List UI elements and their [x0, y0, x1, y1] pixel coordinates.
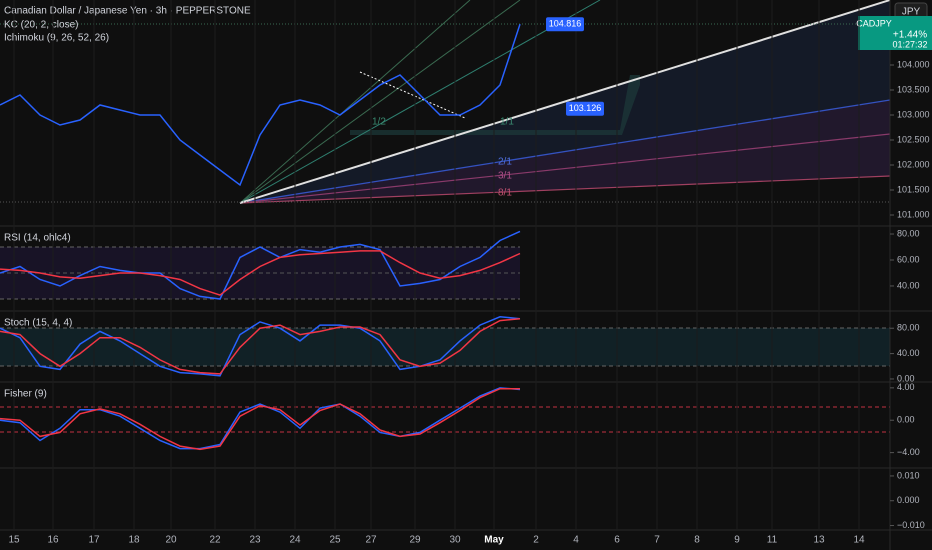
y-tick-label: 0.000 [897, 495, 920, 505]
y-tick-label: 40.00 [897, 280, 920, 290]
y-tick-label: 40.00 [897, 348, 920, 358]
y-tick-label: 103.500 [897, 84, 930, 94]
series-line [0, 316, 521, 377]
y-tick-label: 101.500 [897, 184, 930, 194]
series-line [0, 317, 521, 375]
symbol-tag [858, 16, 932, 50]
price-tag [566, 101, 604, 116]
symbol: CADJPY [856, 18, 892, 28]
pane-title: Fisher (9) [4, 389, 47, 400]
series-line [0, 23, 521, 187]
y-tick-label: 101.000 [897, 209, 930, 219]
time-label: 17 [88, 535, 100, 546]
time-label: 7 [654, 535, 660, 546]
time-label: 8 [694, 535, 700, 546]
time-label: 24 [289, 535, 301, 546]
change: +1.44% [893, 30, 927, 41]
time-label: 4 [573, 535, 579, 546]
pane-title: Stoch (15, 4, 4) [4, 318, 72, 329]
fan-line [239, 0, 601, 204]
price-tag-label: 104.816 [549, 19, 582, 29]
price-tag-label: 103.126 [569, 103, 602, 113]
fan-label: 2/1 [498, 157, 512, 168]
price-tag [546, 17, 584, 32]
trend-line [239, 0, 891, 204]
time-label: 25 [329, 535, 341, 546]
time-label: 2 [533, 535, 539, 546]
y-tick-label: 60.00 [897, 254, 920, 264]
y-tick-label: 104.000 [897, 59, 930, 69]
countdown: 01:27:32 [892, 39, 927, 49]
series-line [0, 387, 520, 451]
time-label: 20 [165, 535, 177, 546]
y-tick-label: 103.000 [897, 109, 930, 119]
fan-label: 3/1 [498, 171, 512, 182]
time-label: 14 [853, 535, 865, 546]
series-line [0, 387, 521, 450]
fan-label: 1/2 [372, 117, 386, 128]
y-tick-label: 102.500 [897, 134, 930, 144]
time-label: 11 [767, 535, 778, 546]
y-tick-label: −4.00 [897, 447, 920, 457]
y-tick-label: 0.00 [897, 373, 915, 383]
fan-line [239, 175, 891, 204]
time-label: May [484, 535, 504, 546]
y-tick-label: 80.00 [897, 323, 920, 333]
fan-line [239, 0, 521, 204]
fan-line [239, 133, 891, 204]
time-label: 22 [209, 535, 221, 546]
time-label: 6 [614, 535, 620, 546]
chart-title: Canadian Dollar / Japanese Yen · 3h · PE… [4, 6, 251, 17]
series-line [0, 230, 521, 300]
time-label: 13 [813, 535, 825, 546]
time-label: 18 [128, 535, 140, 546]
y-tick-label: 0.010 [897, 470, 920, 480]
dotted-line [359, 71, 466, 119]
fan-label: 8/1 [498, 188, 512, 199]
indicator-label: Ichimoku (9, 26, 52, 26) [4, 33, 109, 44]
time-label: 23 [249, 535, 261, 546]
fan-label: 1/1 [500, 117, 514, 128]
y-tick-label: 102.000 [897, 159, 930, 169]
indicator-label: KC (20, 2, close) [4, 20, 78, 31]
currency[interactable]: JPY [902, 7, 921, 18]
fan-line [239, 0, 471, 204]
y-tick-label: 80.00 [897, 228, 920, 238]
y-tick-label: −0.010 [897, 520, 925, 530]
time-label: 9 [734, 535, 740, 546]
time-label: 16 [47, 535, 59, 546]
series-line [0, 250, 521, 296]
pane-title: RSI (14, ohlc4) [4, 233, 71, 244]
fan-line [239, 99, 891, 204]
time-label: 30 [449, 535, 461, 546]
time-label: 15 [8, 535, 20, 546]
time-label: 27 [365, 535, 377, 546]
y-tick-label: 0.00 [897, 415, 915, 425]
time-label: 29 [409, 535, 421, 546]
y-tick-label: 4.00 [897, 382, 915, 392]
